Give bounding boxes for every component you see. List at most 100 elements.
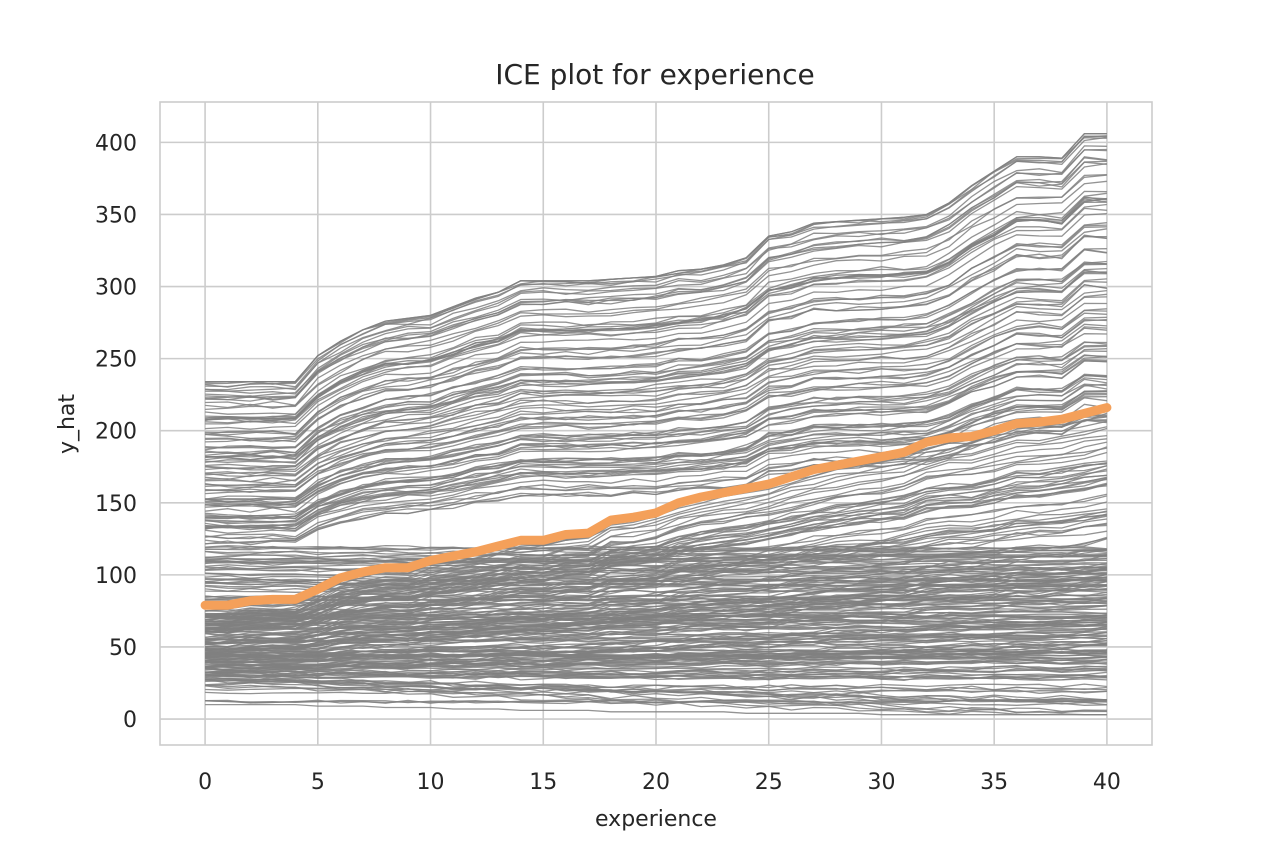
ice-line — [205, 474, 1107, 623]
ice-line — [205, 577, 1108, 653]
ice-line — [205, 671, 1107, 677]
ice-line — [205, 280, 1107, 470]
ice-line — [205, 192, 1107, 418]
ice-line — [205, 213, 1107, 430]
x-tick-label: 15 — [529, 770, 557, 795]
x-axis-ticks: 0 5 10 15 20 25 30 35 40 — [198, 770, 1121, 795]
ice-line — [205, 228, 1107, 440]
ice-line — [205, 263, 1107, 455]
ice-line — [205, 629, 1107, 638]
ice-line — [205, 145, 1107, 391]
ice-line — [205, 136, 1107, 388]
ice-lines — [204, 133, 1108, 716]
ice-line — [205, 419, 1107, 544]
x-axis-label: experience — [595, 807, 717, 832]
ice-line — [205, 157, 1107, 401]
ice-line — [205, 658, 1108, 671]
x-tick-label: 5 — [311, 770, 325, 795]
average-line — [200, 403, 1112, 610]
ice-line — [205, 438, 1107, 616]
ice-line — [205, 161, 1107, 399]
ice-line — [205, 333, 1107, 495]
ice-line — [205, 588, 1107, 651]
ice-line — [205, 309, 1107, 484]
ice-line — [205, 573, 1107, 646]
ice-line — [205, 514, 1107, 631]
ice-line — [205, 624, 1107, 665]
ice-line — [205, 374, 1107, 519]
ice-line — [205, 419, 1107, 545]
y-axis-ticks: 0 50 100 150 200 250 300 350 400 — [95, 131, 137, 733]
ice-envelope-line — [205, 133, 1107, 383]
x-tick-label: 10 — [417, 770, 445, 795]
ice-line — [205, 648, 1107, 653]
x-tick-label: 40 — [1093, 770, 1121, 795]
ice-line — [205, 358, 1107, 509]
ice-line — [205, 235, 1107, 442]
y-tick-label: 0 — [123, 708, 137, 733]
y-axis-label: y_hat — [55, 394, 80, 454]
ice-line — [205, 360, 1107, 513]
ice-line — [205, 278, 1107, 463]
ice-line — [205, 619, 1107, 624]
ice-line — [205, 441, 1108, 618]
ice-line — [205, 547, 1107, 552]
ice-line — [205, 674, 1107, 681]
ice-line — [205, 293, 1107, 476]
ice-line — [205, 284, 1108, 470]
ice-line — [205, 580, 1108, 651]
x-tick-label: 35 — [980, 770, 1008, 795]
ice-line — [205, 587, 1107, 594]
ice-line — [205, 160, 1107, 402]
ice-line — [205, 249, 1107, 450]
ice-line — [205, 302, 1107, 478]
y-tick-label: 50 — [109, 636, 137, 661]
plot-frame — [159, 101, 1153, 746]
ice-line — [205, 260, 1107, 454]
ice-line — [205, 474, 1107, 625]
y-tick-label: 250 — [95, 348, 137, 373]
x-tick-label: 30 — [867, 770, 895, 795]
ice-line — [205, 390, 1107, 528]
y-tick-label: 350 — [95, 203, 137, 228]
ice-line — [205, 670, 1107, 681]
ice-line — [205, 699, 1107, 706]
ice-line — [205, 390, 1107, 530]
ice-line — [205, 383, 1107, 523]
ice-line — [205, 196, 1107, 422]
y-tick-label: 100 — [95, 564, 137, 589]
ice-line — [205, 605, 1107, 656]
ice-line — [205, 653, 1107, 658]
ice-line — [205, 649, 1107, 670]
ice-line — [205, 581, 1107, 589]
ice-line — [205, 174, 1107, 407]
ice-line — [205, 614, 1107, 620]
ice-line — [205, 585, 1107, 591]
ice-line — [205, 678, 1107, 703]
ice-line — [205, 560, 1107, 566]
ice-line — [205, 207, 1107, 425]
x-tick-label: 20 — [642, 770, 670, 795]
y-tick-label: 150 — [95, 492, 137, 517]
y-tick-label: 200 — [95, 420, 137, 445]
y-tick-label: 400 — [95, 131, 137, 156]
ice-line — [205, 636, 1107, 644]
ice-line — [205, 272, 1107, 461]
ice-line — [205, 396, 1107, 530]
ice-envelope-line — [205, 703, 1107, 716]
x-tick-label: 25 — [755, 770, 783, 795]
ice-line — [205, 597, 1108, 656]
ice-line — [204, 678, 1107, 713]
ice-line — [205, 676, 1107, 706]
ice-line — [205, 414, 1107, 540]
ice-line — [205, 318, 1107, 489]
ice-line — [205, 345, 1107, 504]
ice-line — [205, 681, 1107, 713]
ice-line — [205, 341, 1107, 500]
ice-line — [205, 323, 1107, 492]
ice-line — [205, 348, 1107, 505]
ice-line — [205, 485, 1107, 630]
ice-line — [205, 190, 1107, 415]
ice-line — [205, 478, 1107, 628]
